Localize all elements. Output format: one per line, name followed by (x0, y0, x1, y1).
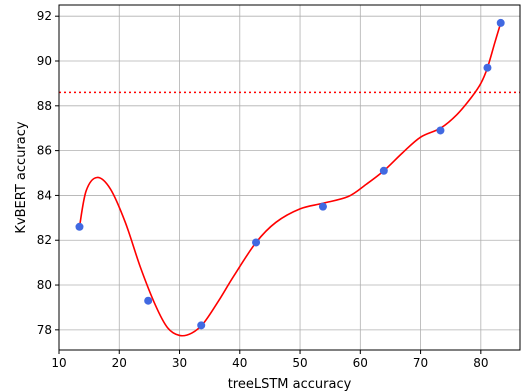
x-axis-label: treeLSTM accuracy (228, 377, 352, 391)
y-tick-label: 80 (37, 278, 52, 292)
data-point (252, 238, 261, 247)
data-point (436, 126, 445, 135)
data-point (496, 18, 505, 27)
data-point (379, 166, 388, 175)
y-tick-label: 88 (37, 99, 52, 113)
data-point (318, 202, 327, 211)
x-tick-label: 10 (51, 356, 66, 370)
y-tick-label: 90 (37, 54, 52, 68)
x-tick-label: 40 (232, 356, 247, 370)
x-tick-label: 60 (353, 356, 368, 370)
data-point (197, 321, 206, 330)
x-tick-label: 50 (292, 356, 307, 370)
data-point (144, 296, 153, 305)
plot-frame (58, 4, 521, 351)
x-tick-label: 80 (473, 356, 488, 370)
data-point (75, 222, 84, 231)
y-axis-label: KvBERT accuracy (14, 121, 29, 233)
grid (58, 5, 520, 350)
fit-curve (78, 22, 502, 337)
y-tick-label: 78 (37, 323, 52, 337)
y-tick-label: 92 (37, 9, 52, 23)
y-tick-label: 84 (37, 188, 52, 202)
x-tick-label: 70 (413, 356, 428, 370)
x-tick-label: 30 (172, 356, 187, 370)
ticks: 10 20 30 40 50 60 70 80 78 80 82 84 86 88 90 92 (37, 9, 489, 370)
y-tick-label: 86 (37, 144, 52, 158)
y-tick-label: 82 (37, 233, 52, 247)
data-point (483, 63, 492, 72)
x-tick-label: 20 (112, 356, 127, 370)
series-layer (59, 18, 520, 337)
